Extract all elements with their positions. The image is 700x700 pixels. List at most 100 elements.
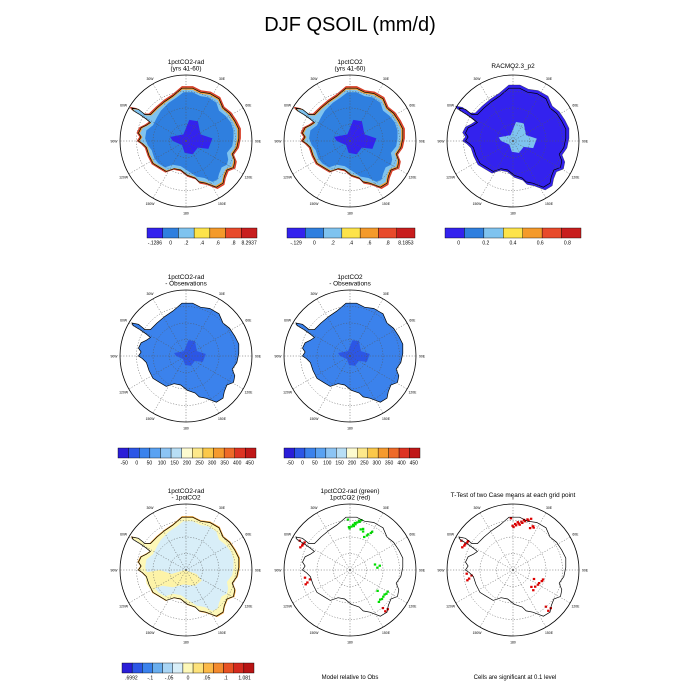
longitude-label: 150W (473, 202, 483, 206)
colorbar-box (561, 227, 582, 239)
map-border (446, 503, 580, 637)
colorbar-tick-label: .8 (386, 241, 390, 247)
map-border (119, 503, 253, 637)
colorbar-tick-label: .2 (331, 241, 335, 247)
colorbar-tick-label: 0.6 (537, 241, 544, 247)
longitude-label: 60W (120, 104, 128, 108)
latitude-circle (300, 91, 400, 191)
longitude-label: 60E (245, 319, 252, 323)
map-border (283, 74, 417, 208)
longitude-label: 150W (310, 417, 320, 421)
significant-cell (541, 578, 545, 581)
significant-cell (383, 593, 386, 596)
colorbar-tick-label: .6992 (125, 676, 138, 682)
colorbar-tick-label: 1.081 (238, 676, 251, 682)
colorbar-tick-label: 300 (373, 461, 382, 467)
latitude-circle (152, 536, 220, 604)
significant-cell (531, 525, 534, 528)
longitude-label: 0 (185, 68, 187, 72)
colorbar-box (243, 662, 255, 674)
significant-cell (522, 518, 526, 521)
longitude-label: 120E (244, 176, 253, 180)
colorbar-box (396, 227, 416, 239)
longitude-label: 90W (275, 569, 283, 573)
colorbar-box (213, 662, 224, 674)
colorbar-box (522, 227, 543, 239)
colorbar-tick-label: 150 (170, 461, 179, 467)
longitude-label: 60W (284, 319, 292, 323)
colorbar-tick-label: 0.8 (564, 241, 571, 247)
longitude-label: 90W (111, 569, 119, 573)
longitude-label: 150E (545, 202, 554, 206)
longitude-label: 150W (146, 202, 156, 206)
significant-cell (356, 521, 359, 524)
significant-cell (370, 530, 374, 533)
longitude-label: 90E (255, 140, 262, 144)
panel-title: 1pctCO2-rad (168, 274, 205, 281)
continent-region (458, 517, 566, 617)
longitude-label: 0 (512, 68, 514, 72)
significant-cell (466, 579, 469, 582)
colorbar-box (181, 447, 193, 459)
longitude-label: 60E (572, 104, 579, 108)
coastline (295, 87, 404, 188)
longitude-label: 30E (219, 506, 226, 510)
longitude-label: 30W (147, 506, 155, 510)
significant-cell (377, 600, 381, 603)
panel-title: 1pctCO2 (red) (330, 495, 371, 502)
significant-cell (373, 563, 377, 566)
colorbar-box (202, 447, 214, 459)
colorbar-box (203, 662, 214, 674)
longitude-label: 90E (255, 355, 262, 359)
colorbar-tick-label: .6 (367, 241, 371, 247)
colorbar-tick-label: 100 (323, 461, 332, 467)
map-panel: 0 30E 60E 90E 120E 150E 180 150W 120W 90W 60W 30W 1p… (275, 59, 426, 216)
colorbar-tick-label: 100 (158, 461, 167, 467)
longitude-label: 150E (218, 202, 227, 206)
longitude-label: 60E (245, 533, 252, 537)
colorbar-box (152, 662, 163, 674)
latitude-circle (463, 520, 563, 620)
panel-title: 1pctCO2 (337, 59, 363, 66)
colorbar: -.1286 0 .2 .4 .6 .8 8.2937 (146, 227, 258, 247)
significant-cell (385, 592, 388, 595)
significant-cell (465, 572, 468, 575)
longitude-label: 30W (147, 77, 155, 81)
colorbar-tick-label: 50 (312, 461, 318, 467)
colorbar: -.129 0 .2 .4 .6 .8 8.1853 (286, 227, 416, 247)
colorbar-box (357, 447, 368, 459)
colorbar-box (117, 447, 129, 459)
latitude-circle (316, 322, 384, 390)
colorbar-tick-label: 0 (135, 461, 138, 467)
longitude-label: 120W (119, 391, 129, 395)
significant-cell (360, 519, 363, 522)
significant-cell (361, 530, 365, 533)
colorbar-box (162, 227, 179, 239)
colorbar-box (149, 447, 161, 459)
significant-cell (514, 524, 518, 527)
colorbar-box (209, 227, 226, 239)
longitude-label: 120W (119, 176, 129, 180)
longitude-label: 180 (510, 212, 516, 216)
significant-cell (298, 539, 301, 542)
colorbars: -.1286 0.2.4.6.8 8.2937 -.129 0.2.4.6.8 8.185… (117, 227, 582, 682)
colorbar-tick-label: 0 (457, 241, 460, 247)
significant-cell (512, 526, 515, 529)
longitude-label: 30E (383, 292, 390, 296)
longitude-label: 150E (382, 417, 391, 421)
longitude-label: 60E (409, 104, 416, 108)
colorbar-box (346, 447, 358, 459)
significant-cell (461, 546, 464, 549)
colorbar-tick-label: .4 (349, 241, 353, 247)
longitude-label: 0 (185, 497, 187, 501)
colorbar-tick-label: 8.2937 (241, 241, 257, 247)
diff-interior-region (145, 521, 234, 611)
significant-cell (348, 527, 351, 530)
colorbar-box (170, 447, 182, 459)
longitude-label: 180 (183, 212, 189, 216)
colorbar-box (464, 227, 485, 239)
latitude-circle (333, 339, 367, 373)
coastline (295, 516, 404, 617)
colorbar-box (162, 662, 173, 674)
colorbar-tick-label: 350 (220, 461, 229, 467)
